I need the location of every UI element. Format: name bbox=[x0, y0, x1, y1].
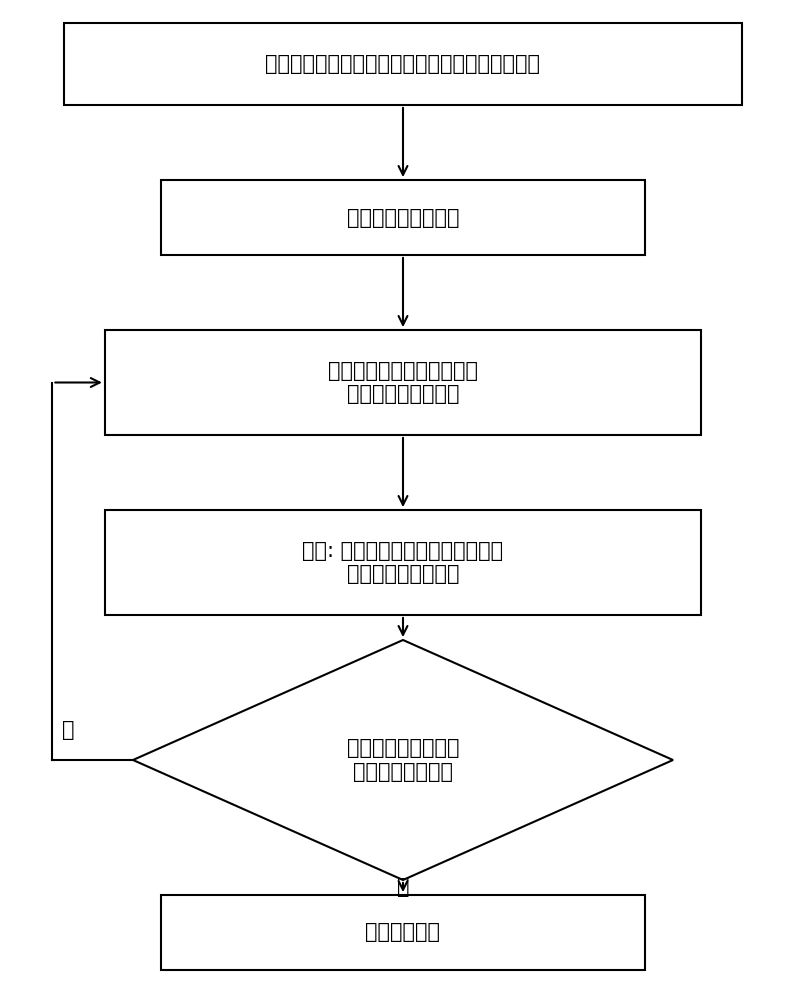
FancyBboxPatch shape bbox=[105, 330, 701, 435]
Text: 填筑标高是否达到黄
土高填方设计标高: 填筑标高是否达到黄 土高填方设计标高 bbox=[347, 738, 459, 782]
Text: 引线: 将被临时保护的数据传输电缆
引至当前填筑面上方: 引线: 将被临时保护的数据传输电缆 引至当前填筑面上方 bbox=[302, 541, 504, 584]
FancyBboxPatch shape bbox=[64, 23, 742, 105]
Text: 是: 是 bbox=[397, 877, 409, 897]
Text: 电缆集中及临时保护: 电缆集中及临时保护 bbox=[347, 208, 459, 228]
FancyBboxPatch shape bbox=[161, 180, 645, 255]
Polygon shape bbox=[133, 640, 673, 880]
Text: 埋设过程结束: 埋设过程结束 bbox=[365, 922, 441, 942]
Text: 上一个填筑节段填筑施工及
点测式监测仪器埋设: 上一个填筑节段填筑施工及 点测式监测仪器埋设 bbox=[328, 361, 478, 404]
FancyBboxPatch shape bbox=[161, 895, 645, 970]
Text: 否: 否 bbox=[62, 720, 75, 740]
FancyBboxPatch shape bbox=[105, 510, 701, 615]
Text: 底部填筑节段填筑施工及点测式监测仪器埋设搭设: 底部填筑节段填筑施工及点测式监测仪器埋设搭设 bbox=[265, 54, 541, 74]
